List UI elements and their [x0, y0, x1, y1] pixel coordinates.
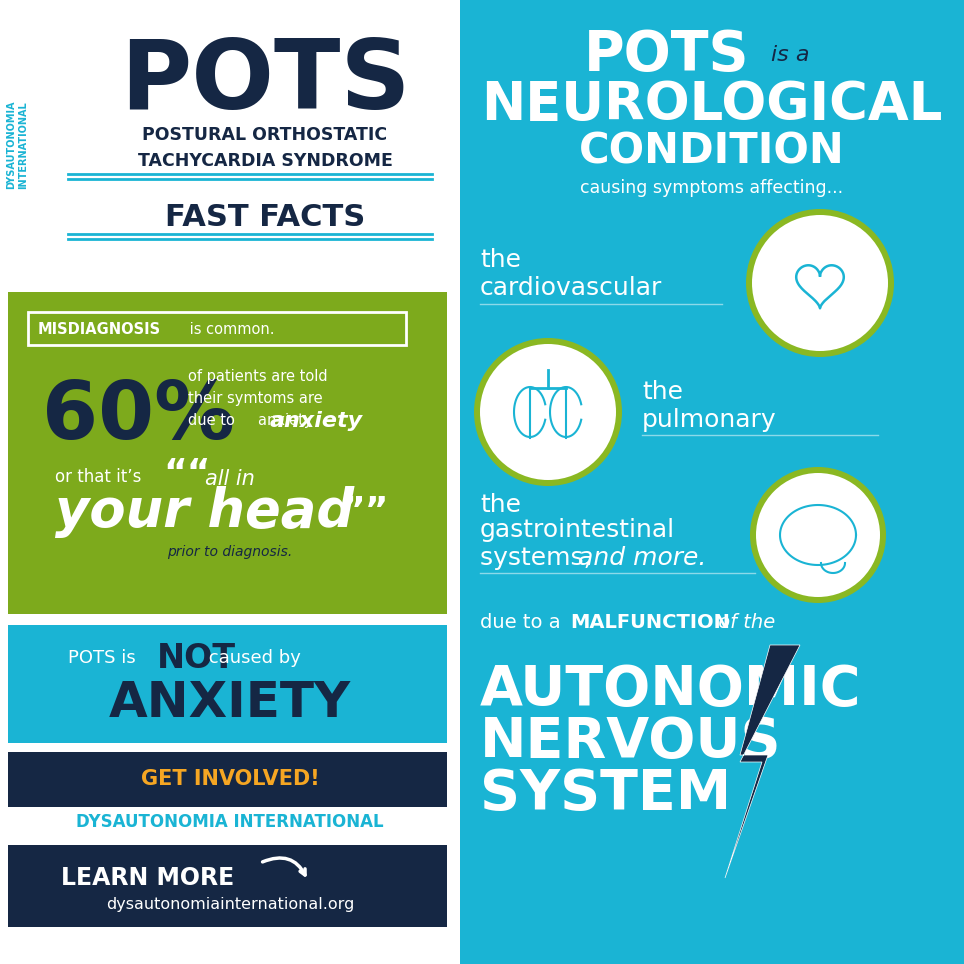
- Text: is common.: is common.: [185, 322, 275, 336]
- Text: POTS: POTS: [120, 36, 411, 128]
- Text: ““: ““: [163, 457, 210, 491]
- Text: ””: ””: [342, 495, 389, 529]
- Text: anxiety: anxiety: [270, 411, 363, 431]
- Text: the: the: [642, 380, 683, 404]
- Text: due to     anxiety: due to anxiety: [188, 414, 312, 429]
- Text: dysautonomiainternational.org: dysautonomiainternational.org: [106, 897, 354, 913]
- Text: of the: of the: [712, 612, 775, 631]
- FancyBboxPatch shape: [8, 845, 447, 927]
- Circle shape: [750, 467, 886, 603]
- Text: NEUROLOGICAL: NEUROLOGICAL: [481, 79, 943, 131]
- Text: DYSAUTONOMIA
INTERNATIONAL: DYSAUTONOMIA INTERNATIONAL: [6, 101, 28, 189]
- Text: the: the: [480, 493, 521, 517]
- Text: your head: your head: [55, 486, 354, 538]
- Text: due to a: due to a: [480, 612, 567, 631]
- Polygon shape: [725, 645, 800, 878]
- Text: all in: all in: [205, 469, 254, 489]
- FancyBboxPatch shape: [460, 0, 964, 964]
- Text: POTS: POTS: [584, 28, 750, 82]
- Text: is a: is a: [771, 45, 809, 65]
- Text: POTS is: POTS is: [68, 649, 142, 667]
- Text: SYSTEM: SYSTEM: [480, 767, 731, 821]
- Text: gastrointestinal: gastrointestinal: [480, 518, 675, 542]
- Text: ANXIETY: ANXIETY: [109, 679, 351, 727]
- Text: caused by: caused by: [203, 649, 301, 667]
- FancyBboxPatch shape: [0, 0, 455, 290]
- Text: the: the: [480, 248, 521, 272]
- Text: AUTONOMIC: AUTONOMIC: [480, 663, 862, 717]
- FancyBboxPatch shape: [8, 625, 447, 743]
- Text: of patients are told: of patients are told: [188, 369, 328, 385]
- Text: 60%: 60%: [42, 378, 235, 456]
- Text: NERVOUS: NERVOUS: [480, 715, 782, 769]
- Text: GET INVOLVED!: GET INVOLVED!: [141, 769, 319, 789]
- Circle shape: [752, 215, 888, 351]
- FancyBboxPatch shape: [8, 292, 447, 614]
- Text: POSTURAL ORTHOSTATIC
TACHYCARDIA SYNDROME: POSTURAL ORTHOSTATIC TACHYCARDIA SYNDROM…: [138, 126, 392, 170]
- Text: systems,: systems,: [480, 546, 600, 570]
- Text: MISDIAGNOSIS: MISDIAGNOSIS: [38, 322, 161, 336]
- FancyBboxPatch shape: [8, 752, 447, 807]
- Text: their symtoms are: their symtoms are: [188, 391, 323, 407]
- Text: DYSAUTONOMIA INTERNATIONAL: DYSAUTONOMIA INTERNATIONAL: [76, 813, 384, 831]
- Text: pulmonary: pulmonary: [642, 408, 777, 432]
- Text: NOT: NOT: [157, 641, 236, 675]
- Circle shape: [756, 473, 880, 597]
- Text: LEARN MORE: LEARN MORE: [62, 866, 234, 890]
- Text: and more.: and more.: [578, 546, 707, 570]
- Text: FAST FACTS: FAST FACTS: [165, 203, 365, 232]
- Text: prior to diagnosis.: prior to diagnosis.: [168, 545, 293, 559]
- Text: CONDITION: CONDITION: [579, 131, 844, 173]
- Text: cardiovascular: cardiovascular: [480, 276, 662, 300]
- Circle shape: [746, 209, 894, 357]
- Circle shape: [480, 344, 616, 480]
- Circle shape: [474, 338, 622, 486]
- Text: MALFUNCTION: MALFUNCTION: [570, 612, 730, 631]
- Text: or that it’s: or that it’s: [55, 468, 142, 486]
- Text: causing symptoms affecting...: causing symptoms affecting...: [580, 179, 844, 197]
